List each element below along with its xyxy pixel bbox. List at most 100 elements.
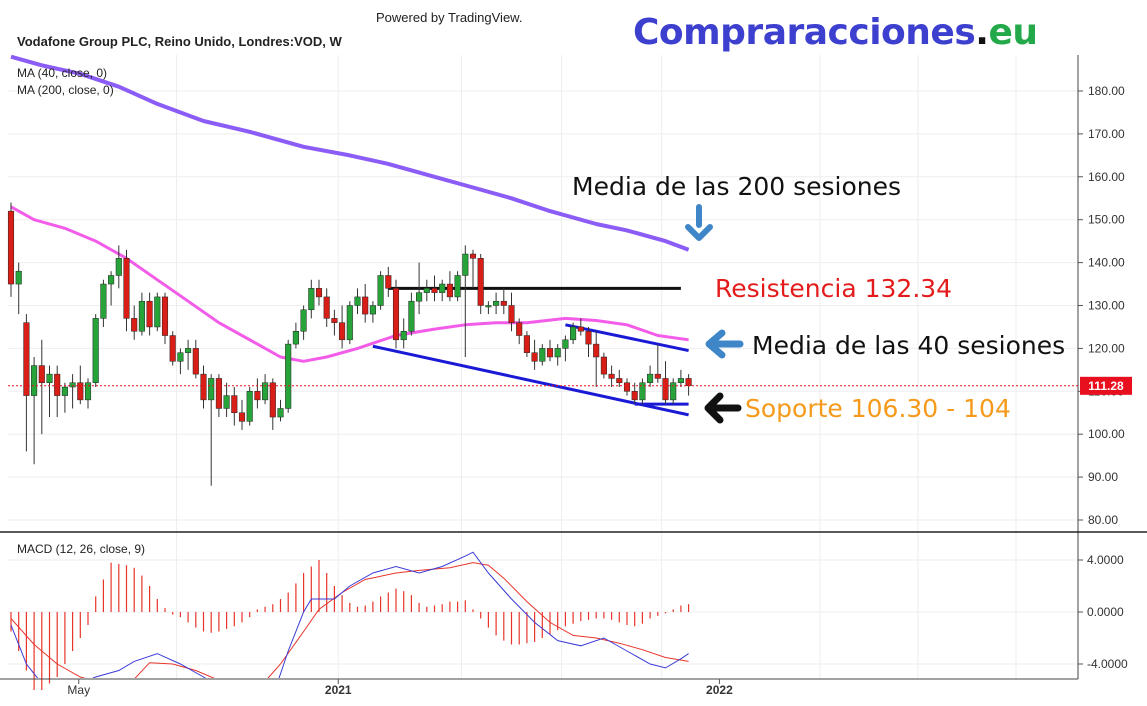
tick-label-price: 100.00 bbox=[1088, 427, 1125, 441]
candle bbox=[554, 344, 561, 366]
annotation-ma200: Media de las 200 sesiones bbox=[572, 172, 902, 201]
candle bbox=[254, 378, 261, 409]
candle-body bbox=[531, 352, 538, 362]
powered-by[interactable]: Powered by TradingView. bbox=[376, 10, 523, 25]
candle bbox=[631, 382, 638, 405]
candle bbox=[38, 339, 45, 435]
legend-ma40[interactable]: MA (40, close, 0) bbox=[17, 66, 108, 80]
candle bbox=[46, 365, 53, 418]
candle-body bbox=[593, 343, 600, 358]
candle-body bbox=[262, 382, 269, 401]
candle bbox=[223, 382, 230, 418]
candle bbox=[238, 399, 246, 430]
tick-label-price: 120.00 bbox=[1088, 341, 1125, 355]
candle bbox=[570, 322, 577, 345]
candle-body bbox=[446, 283, 453, 298]
candle-body bbox=[377, 275, 384, 306]
candle-body bbox=[308, 288, 315, 311]
candle bbox=[385, 266, 392, 297]
candle-body bbox=[123, 258, 130, 319]
candle bbox=[331, 309, 338, 336]
candle bbox=[408, 292, 415, 336]
candle-body bbox=[508, 305, 515, 323]
candle bbox=[192, 339, 199, 379]
annotation-support: Soporte 106.30 - 104 bbox=[745, 394, 1011, 423]
candle-body bbox=[423, 288, 430, 293]
candle bbox=[623, 378, 631, 396]
candle bbox=[300, 305, 307, 340]
candle bbox=[369, 301, 376, 323]
candle-body bbox=[161, 296, 169, 336]
candle bbox=[446, 271, 453, 302]
candle bbox=[647, 365, 654, 388]
channel-upper-line bbox=[565, 323, 689, 353]
arrow-left-blue-head-icon bbox=[705, 329, 726, 359]
candle bbox=[469, 249, 477, 289]
candle bbox=[416, 262, 423, 315]
candle-body bbox=[285, 343, 292, 409]
candle bbox=[546, 339, 554, 362]
candle bbox=[154, 292, 161, 332]
legend-macd[interactable]: MACD (12, 26, close, 9) bbox=[17, 542, 146, 556]
candle-body bbox=[231, 395, 238, 413]
candle bbox=[77, 365, 84, 405]
candle-body bbox=[485, 305, 492, 308]
candle bbox=[169, 331, 176, 366]
candle-body bbox=[131, 318, 138, 332]
candle bbox=[177, 348, 184, 375]
tick-label-macd: -4.0000 bbox=[1087, 657, 1128, 671]
candle-body bbox=[315, 288, 323, 298]
candle-body bbox=[84, 382, 92, 401]
candle bbox=[31, 356, 38, 465]
annotation-ma40: Media de las 40 sesiones bbox=[752, 331, 1066, 360]
candle-body bbox=[200, 373, 207, 401]
candle-body bbox=[269, 382, 276, 418]
candle-body bbox=[223, 395, 230, 409]
candle bbox=[69, 374, 76, 409]
brand-tld: eu bbox=[988, 12, 1038, 53]
candle-body bbox=[554, 348, 561, 358]
candle bbox=[215, 374, 222, 418]
candle-body bbox=[369, 305, 376, 315]
brand-name: Compraracciones bbox=[633, 12, 976, 53]
candle-body bbox=[500, 300, 507, 306]
candle bbox=[123, 249, 130, 332]
macd-pane bbox=[10, 551, 690, 690]
tick-label-macd: 0.0000 bbox=[1087, 605, 1124, 619]
candle bbox=[585, 326, 592, 357]
candle-body bbox=[562, 339, 569, 349]
candle bbox=[54, 365, 61, 418]
candle-body bbox=[208, 378, 215, 401]
candle-body bbox=[439, 283, 446, 293]
candle bbox=[454, 271, 461, 302]
candles bbox=[7, 202, 692, 486]
candle bbox=[292, 322, 299, 349]
tick-label-price: 90.00 bbox=[1088, 470, 1118, 484]
candle-body bbox=[416, 292, 423, 302]
candle bbox=[423, 279, 430, 302]
candle-body bbox=[546, 348, 554, 358]
candle-body bbox=[61, 386, 68, 396]
candle bbox=[315, 279, 323, 306]
candle-body bbox=[185, 348, 192, 353]
candle-body bbox=[15, 270, 22, 285]
candle-body bbox=[616, 378, 623, 383]
annotation-arrows bbox=[685, 204, 744, 424]
candle bbox=[639, 378, 646, 405]
candle bbox=[562, 335, 569, 362]
candle bbox=[269, 378, 276, 430]
candle-body bbox=[7, 210, 15, 285]
tick-label-price: 80.00 bbox=[1088, 513, 1118, 527]
candle bbox=[115, 245, 122, 289]
candle-body bbox=[54, 373, 61, 396]
legend-ma200[interactable]: MA (200, close, 0) bbox=[17, 83, 114, 97]
tick-label-price: 160.00 bbox=[1088, 170, 1125, 184]
candle bbox=[200, 365, 207, 409]
last-price-label: 111.28 bbox=[1088, 379, 1124, 393]
candle-body bbox=[100, 283, 107, 319]
candle bbox=[354, 288, 361, 315]
brand-logo: Compraracciones.eu bbox=[633, 12, 1038, 53]
candle-body bbox=[254, 391, 261, 401]
tick-label-time: May bbox=[67, 683, 90, 697]
candle-body bbox=[192, 348, 199, 375]
